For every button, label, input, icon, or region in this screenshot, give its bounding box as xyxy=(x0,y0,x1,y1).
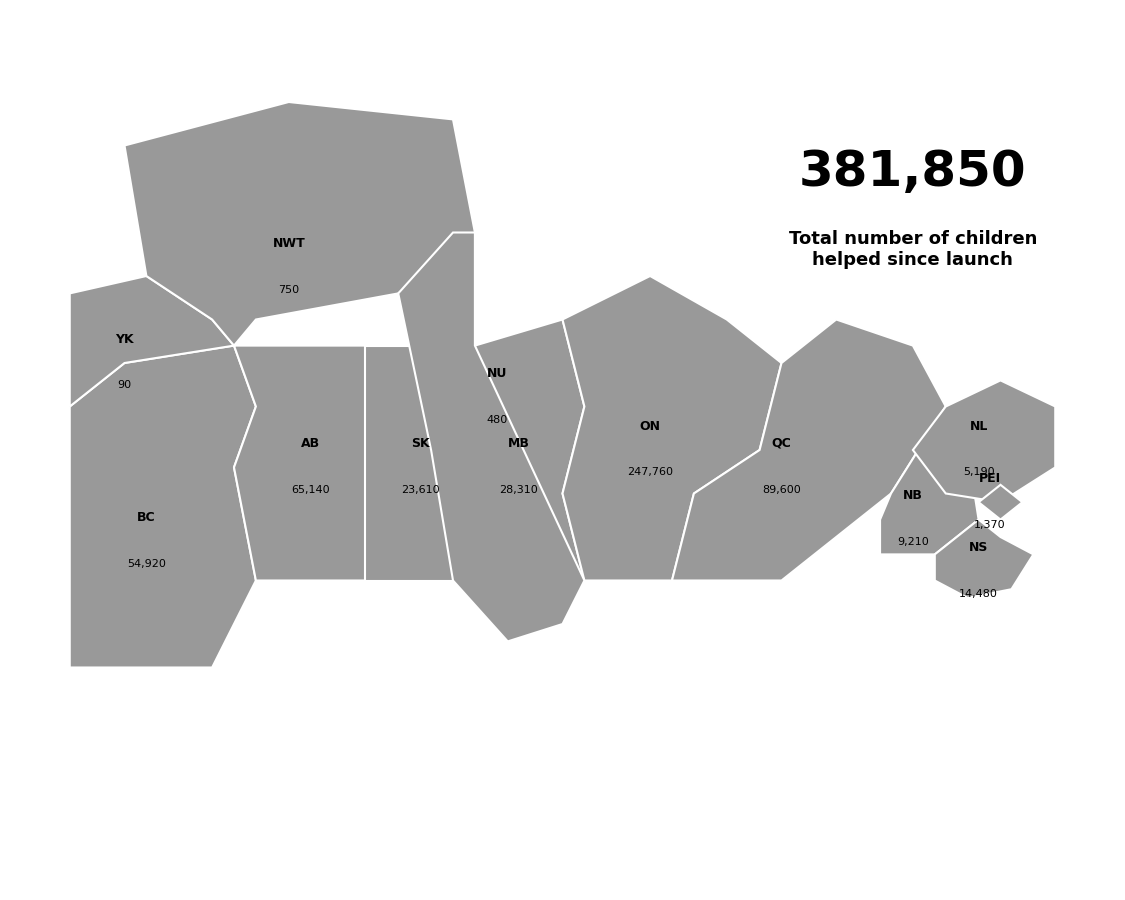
Text: NWT: NWT xyxy=(272,237,305,250)
Text: 14,480: 14,480 xyxy=(960,590,998,599)
Text: 247,760: 247,760 xyxy=(627,467,673,477)
Text: 28,310: 28,310 xyxy=(500,485,538,495)
Polygon shape xyxy=(880,407,979,554)
Text: AB: AB xyxy=(302,437,321,450)
Polygon shape xyxy=(234,346,366,580)
Text: 54,920: 54,920 xyxy=(127,559,165,569)
Polygon shape xyxy=(672,320,946,580)
Polygon shape xyxy=(562,276,782,580)
Polygon shape xyxy=(912,381,1055,502)
Text: NS: NS xyxy=(969,542,988,554)
Text: 23,610: 23,610 xyxy=(400,485,440,495)
Text: 65,140: 65,140 xyxy=(291,485,330,495)
Text: QC: QC xyxy=(772,437,791,450)
Text: 381,850: 381,850 xyxy=(799,148,1027,195)
Text: 9,210: 9,210 xyxy=(897,537,929,547)
Text: YK: YK xyxy=(115,333,134,346)
Polygon shape xyxy=(366,346,475,580)
Text: NB: NB xyxy=(903,490,922,502)
Text: NU: NU xyxy=(487,367,507,381)
Text: 90: 90 xyxy=(117,381,132,391)
Text: BC: BC xyxy=(137,511,155,524)
Polygon shape xyxy=(70,346,255,668)
Text: ON: ON xyxy=(640,419,660,433)
Text: 750: 750 xyxy=(278,284,299,294)
Polygon shape xyxy=(125,102,475,346)
Text: 5,190: 5,190 xyxy=(963,467,994,477)
Text: Total number of children
helped since launch: Total number of children helped since la… xyxy=(789,230,1037,269)
Text: PEI: PEI xyxy=(979,472,1000,485)
Text: 89,600: 89,600 xyxy=(762,485,801,495)
Polygon shape xyxy=(70,276,234,407)
Polygon shape xyxy=(979,485,1023,519)
Text: SK: SK xyxy=(411,437,430,450)
Text: 480: 480 xyxy=(486,415,507,425)
Polygon shape xyxy=(398,232,584,642)
Text: MB: MB xyxy=(507,437,530,450)
Polygon shape xyxy=(935,519,1034,598)
Text: NL: NL xyxy=(970,419,988,433)
Text: 1,370: 1,370 xyxy=(974,519,1006,529)
Polygon shape xyxy=(475,320,584,580)
